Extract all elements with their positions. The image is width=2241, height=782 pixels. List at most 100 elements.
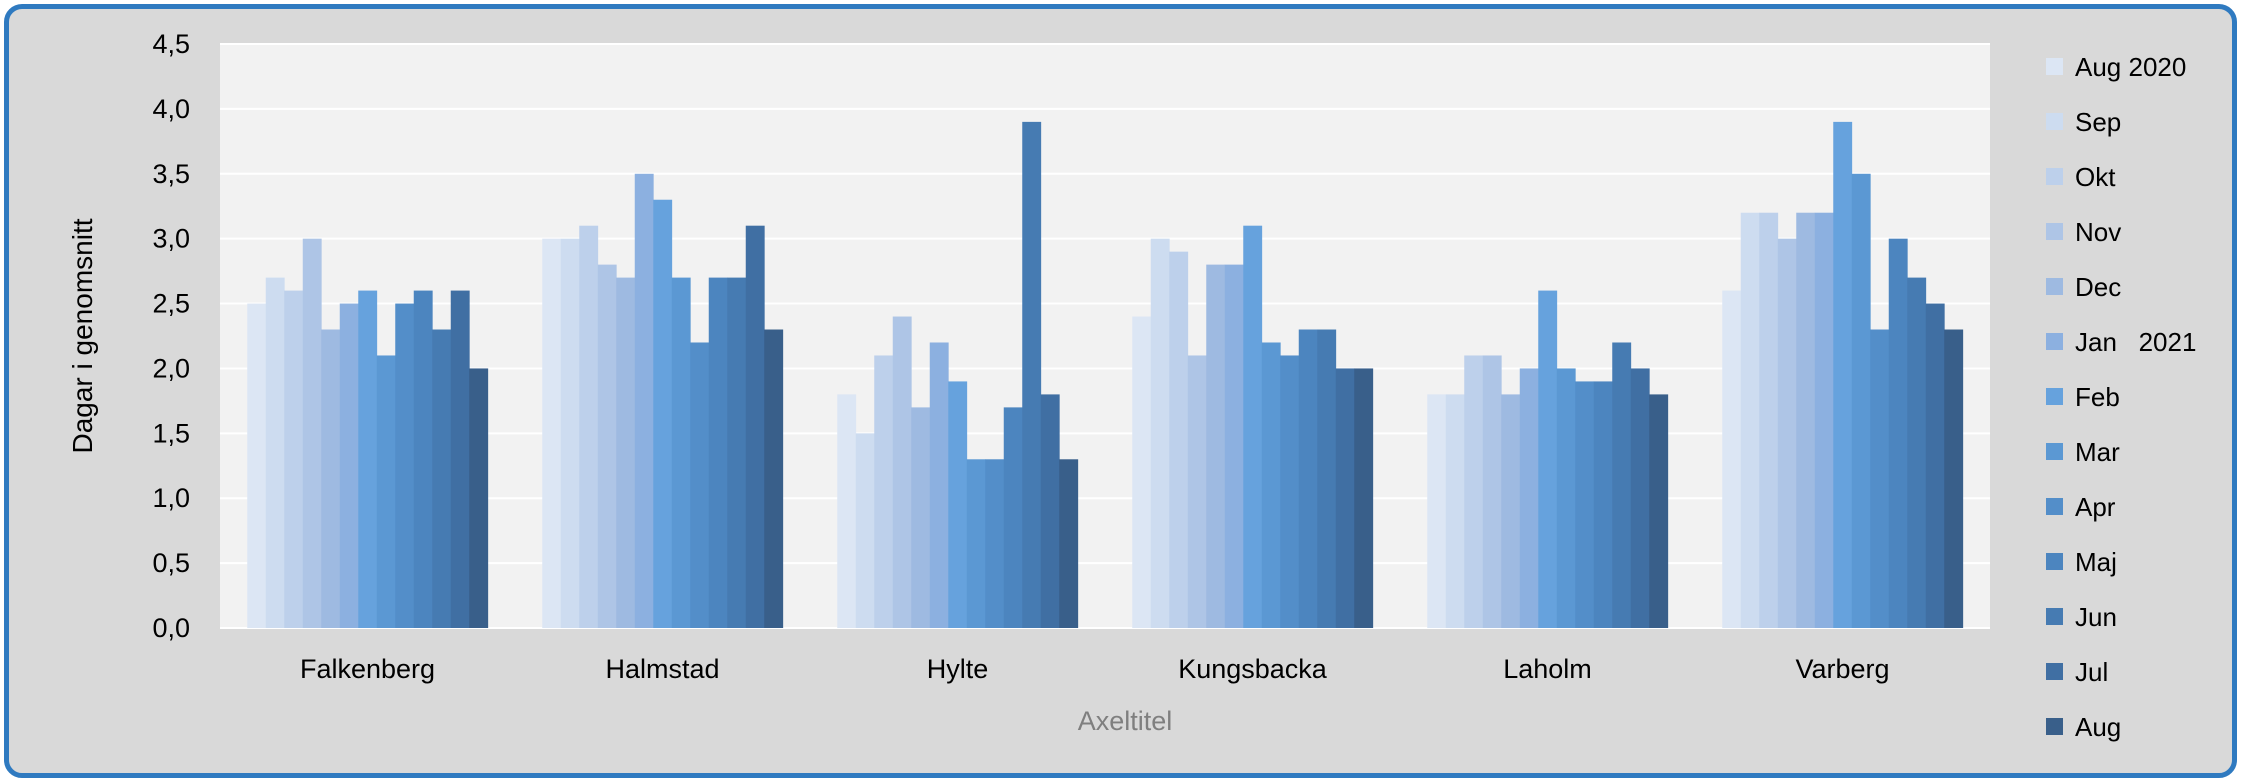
legend-label: Feb: [2075, 382, 2120, 412]
bar: [1612, 342, 1632, 628]
bar: [985, 459, 1005, 628]
bar: [395, 303, 415, 628]
bar: [1169, 251, 1189, 628]
bar: [1298, 329, 1318, 628]
legend-swatch: [2046, 443, 2063, 460]
plot-area: [220, 44, 1990, 628]
bar: [616, 277, 636, 628]
bar: [1003, 407, 1023, 628]
bar: [1059, 459, 1079, 628]
y-tick-label: 0,5: [152, 548, 190, 578]
legend-label: Dec: [2075, 272, 2121, 302]
legend: Aug 2020 Sep Okt Nov Dec Jan 2021 Feb Mar Apr Maj…: [2046, 52, 2196, 742]
bar: [1206, 264, 1226, 628]
bar: [413, 290, 433, 628]
bar: [1482, 355, 1502, 628]
bar: [892, 316, 912, 628]
bar: [542, 238, 562, 629]
bar: [339, 303, 359, 628]
y-axis-title: Dagar i genomsnitt: [67, 218, 98, 453]
bar: [302, 238, 322, 629]
bar: [1556, 368, 1576, 628]
bar: [837, 394, 857, 628]
legend-swatch: [2046, 608, 2063, 625]
bar: [948, 381, 968, 628]
bar: [1022, 121, 1042, 629]
legend-swatch: [2046, 168, 2063, 185]
bar: [727, 277, 747, 628]
y-tick-label: 0,0: [152, 613, 190, 643]
bar: [469, 368, 489, 628]
legend-label: Apr: [2075, 492, 2116, 522]
bar: [671, 277, 691, 628]
gridlines: [220, 43, 1990, 629]
bar: [358, 290, 378, 628]
x-category-label: Halmstad: [605, 654, 719, 684]
bar: [1224, 264, 1244, 628]
bar: [265, 277, 285, 628]
legend-swatch: [2046, 718, 2063, 735]
bar: [653, 199, 673, 629]
bar: [1593, 381, 1613, 628]
y-tick-label: 1,5: [152, 418, 190, 448]
y-tick-label: 1,0: [152, 483, 190, 513]
legend-swatch: [2046, 663, 2063, 680]
y-tick-label: 2,5: [152, 289, 190, 319]
bar: [579, 225, 599, 628]
legend-label: Mar: [2075, 437, 2120, 467]
bar: [1243, 225, 1263, 628]
legend-swatch: [2046, 553, 2063, 570]
legend-label: Sep: [2075, 107, 2121, 137]
y-tick-label: 3,0: [152, 224, 190, 254]
bar: [1722, 290, 1742, 628]
legend-label: Maj: [2075, 547, 2117, 577]
bar: [1464, 355, 1484, 628]
legend-label: Jul: [2075, 657, 2108, 687]
bar: [1519, 368, 1539, 628]
legend-swatch: [2046, 278, 2063, 295]
bar: [1833, 121, 1853, 629]
y-tick-label: 4,5: [152, 29, 190, 59]
bar: [1907, 277, 1927, 628]
x-category-label: Kungsbacka: [1178, 654, 1328, 684]
x-category-label: Laholm: [1503, 654, 1592, 684]
bar: [1317, 329, 1337, 628]
bar: [1630, 368, 1650, 628]
x-category-label: Varberg: [1795, 654, 1889, 684]
bar: [708, 277, 728, 628]
legend-swatch: [2046, 333, 2063, 350]
x-category-label: Hylte: [927, 654, 989, 684]
bar: [1649, 394, 1669, 628]
bar: [1759, 212, 1779, 628]
bar: [1354, 368, 1374, 628]
bar: [1261, 342, 1281, 628]
bar: [1814, 212, 1834, 628]
bar: [1888, 238, 1908, 629]
bar: [1925, 303, 1945, 628]
bar: [1944, 329, 1964, 628]
legend-swatch: [2046, 113, 2063, 130]
x-category-label: Falkenberg: [300, 654, 435, 684]
bar: [634, 173, 654, 628]
bar: [911, 407, 931, 628]
bar: [432, 329, 452, 628]
bar: [745, 225, 765, 628]
legend-swatch: [2046, 58, 2063, 75]
bar: [1575, 381, 1595, 628]
legend-label: Okt: [2075, 162, 2116, 192]
bar: [1040, 394, 1060, 628]
legend-swatch: [2046, 223, 2063, 240]
bar: [1445, 394, 1465, 628]
bar: [247, 303, 267, 628]
bar: [284, 290, 304, 628]
legend-swatch: [2046, 388, 2063, 405]
y-axis-ticks: 0,0 0,5 1,0 1,5 2,0 2,5 3,0 3,5 4,0 4,5: [152, 29, 190, 643]
bar: [560, 238, 580, 629]
bar: [1280, 355, 1300, 628]
bar: [1427, 394, 1447, 628]
legend-label: Jan 2021: [2075, 327, 2196, 357]
bar: [376, 355, 396, 628]
bar: [855, 433, 875, 628]
bar: [1538, 290, 1558, 628]
bar: [1335, 368, 1355, 628]
